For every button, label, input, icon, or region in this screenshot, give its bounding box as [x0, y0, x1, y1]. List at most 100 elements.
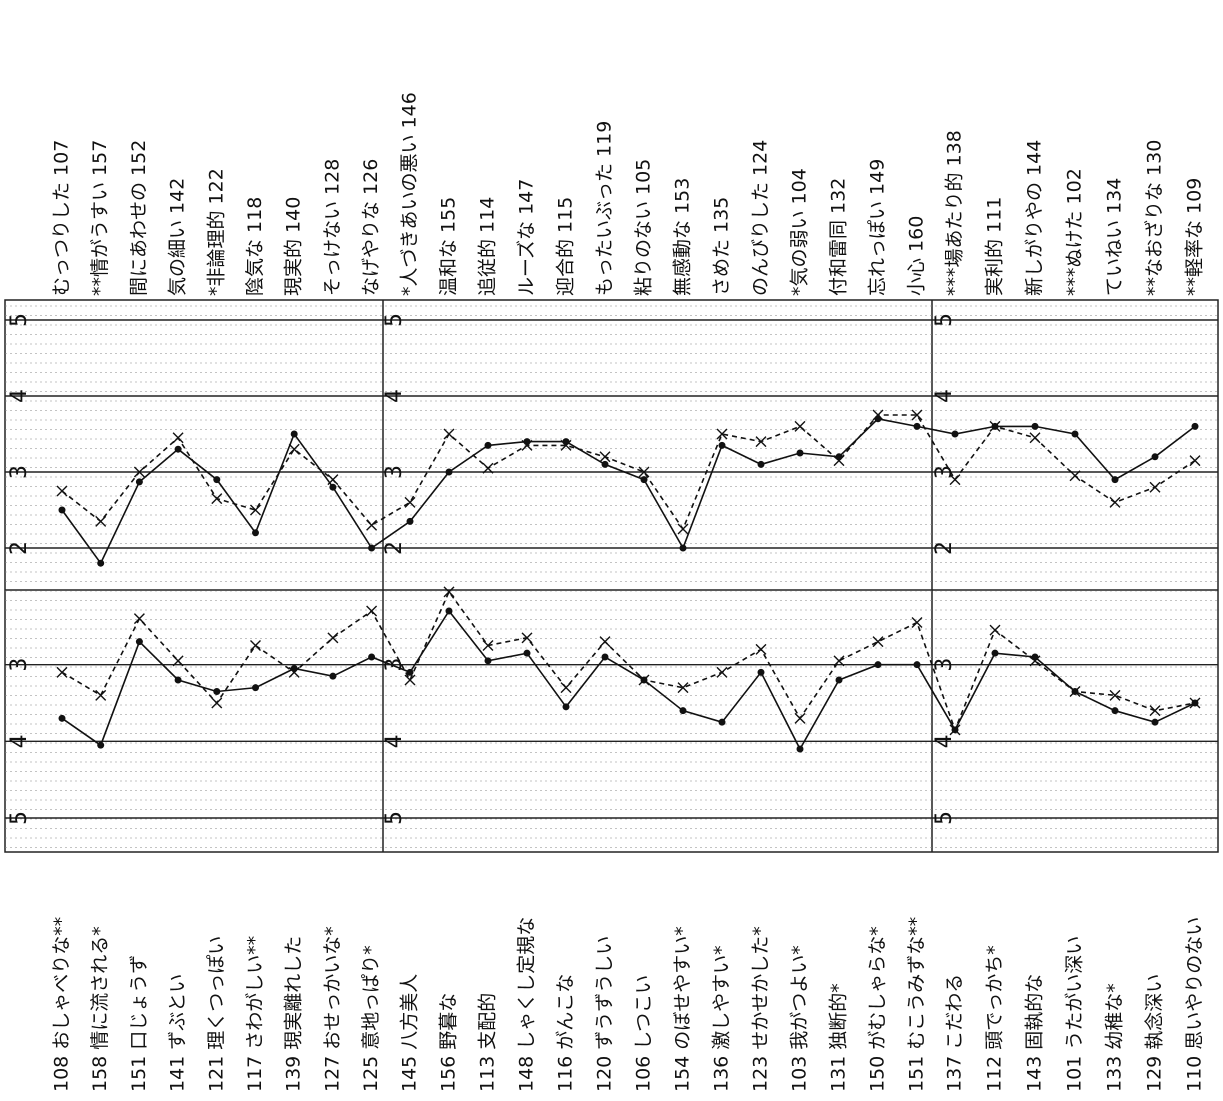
- dot-marker: [679, 707, 687, 715]
- x-marker: [404, 674, 416, 686]
- dot-marker: [1151, 718, 1159, 726]
- bottom-label: 123 せかせかした*: [750, 926, 772, 1092]
- dot-marker: [796, 745, 804, 753]
- frame: [4, 299, 1219, 853]
- x-marker: [482, 462, 494, 474]
- top-label: **軽率な 109: [1184, 178, 1206, 296]
- bottom-label: 129 執念深い: [1143, 974, 1166, 1092]
- top-label: もったいぶった 119: [594, 121, 616, 296]
- dot-marker: [1031, 422, 1039, 430]
- x-marker: [599, 451, 611, 463]
- x-marker: [560, 682, 572, 694]
- top-label: 間にあわせの 152: [128, 140, 150, 296]
- series-line: [61, 609, 1196, 751]
- bottom-label: 106 しつこい: [633, 975, 655, 1092]
- top-label: 無感動な 153: [672, 178, 694, 296]
- dot-marker: [97, 741, 105, 749]
- bottom-label: 143 固執的な: [1024, 974, 1046, 1092]
- top-label: ていねい 134: [1104, 178, 1126, 296]
- dot-marker: [406, 517, 414, 525]
- x-marker: [1029, 432, 1041, 444]
- top-label: ***ぬけた 102: [1064, 168, 1086, 296]
- top-label: 気の細い 142: [167, 178, 189, 296]
- dot-marker: [757, 460, 765, 468]
- top-label: さめた 135: [711, 197, 733, 296]
- x-marker: [1149, 705, 1161, 717]
- top-label: 陰気な 118: [244, 197, 266, 296]
- top-label: 粘りのない 105: [633, 159, 655, 296]
- bottom-label: 150 がむしゃらな*: [867, 926, 889, 1092]
- bottom-label: 131 独断的*: [828, 983, 850, 1092]
- dot-marker: [135, 638, 143, 646]
- dot-marker: [1151, 453, 1159, 461]
- dot-marker: [290, 430, 298, 438]
- x-marker: [638, 674, 650, 686]
- dot-marker: [913, 422, 921, 430]
- bottom-label: 156 野暮な: [438, 993, 460, 1092]
- x-marker: [133, 466, 145, 478]
- dot-marker: [406, 668, 414, 676]
- bottom-label: 141 ずぶとい: [167, 974, 189, 1092]
- top-label: *人づきあいの悪い 146: [399, 92, 421, 296]
- dot-marker: [445, 607, 453, 615]
- series-line: [61, 417, 1196, 565]
- top-label: **なおざりな 130: [1143, 140, 1166, 296]
- dot-marker: [484, 441, 492, 449]
- bottom-label: 133 幼稚な*: [1104, 983, 1126, 1092]
- dot-marker: [252, 529, 259, 537]
- dot-marker: [58, 714, 66, 722]
- dot-marker: [951, 430, 959, 438]
- x-marker: [1189, 697, 1201, 709]
- dot-marker: [679, 544, 687, 552]
- dot-marker: [1111, 707, 1119, 715]
- top-label: 小心 160: [906, 216, 928, 296]
- top-label: 新しがりやの 144: [1024, 140, 1046, 296]
- dot-marker: [135, 478, 143, 486]
- top-label: 追従的 114: [477, 197, 499, 296]
- dot-marker: [523, 438, 531, 446]
- bottom-label: 110 思いやりのない: [1184, 917, 1206, 1092]
- top-label: 忘れっぽい 149: [867, 159, 889, 296]
- bottom-label: 136 激しやすい*: [711, 945, 733, 1092]
- x-marker: [172, 432, 184, 444]
- x-marker: [404, 496, 416, 508]
- x-marker: [677, 682, 689, 694]
- bottom-label: 117 さわがしい**: [244, 936, 266, 1092]
- x-marker: [56, 666, 68, 678]
- top-label: **情がうすい 157: [89, 140, 111, 296]
- minor-grid: [5, 305, 1218, 848]
- bottom-label: 121 理くつっぽい: [205, 936, 227, 1092]
- dot-marker: [368, 653, 376, 661]
- dot-marker: [874, 661, 882, 669]
- bottom-label: 112 頭でっかち*: [984, 945, 1006, 1092]
- bottom-label: 116 がんこな: [555, 974, 577, 1092]
- x-marker: [366, 605, 378, 617]
- y-tick-label: 3: [382, 465, 407, 479]
- y-tick-label: 3: [7, 465, 32, 479]
- y-tick-label: 2: [382, 541, 407, 555]
- dot-marker: [252, 684, 259, 692]
- x-marker: [1029, 655, 1041, 667]
- bottom-label: 108 おしゃべりな**: [51, 917, 73, 1092]
- dot-marker: [913, 661, 921, 669]
- bottom-label: 145 八方美人: [399, 974, 421, 1092]
- x-marker: [755, 643, 767, 655]
- y-tick-label: 5: [382, 313, 407, 327]
- x-marker: [560, 439, 572, 451]
- x-marker: [443, 428, 455, 440]
- x-marker: [521, 439, 533, 451]
- x-marker: [833, 655, 845, 667]
- bottom-label: 113 支配的: [477, 993, 499, 1092]
- x-marker: [911, 409, 923, 421]
- y-tick-label: 3: [7, 658, 32, 672]
- x-marker: [794, 420, 806, 432]
- x-marker: [716, 428, 728, 440]
- y-tick-label: 2: [7, 541, 32, 555]
- top-label: なげやりな 126: [360, 159, 382, 296]
- y-tick-label: 5: [7, 313, 32, 327]
- x-marker: [638, 466, 650, 478]
- top-label: むっつりした 107: [51, 140, 73, 296]
- dot-marker: [991, 649, 999, 657]
- dot-marker: [718, 441, 726, 449]
- x-marker: [1189, 455, 1201, 467]
